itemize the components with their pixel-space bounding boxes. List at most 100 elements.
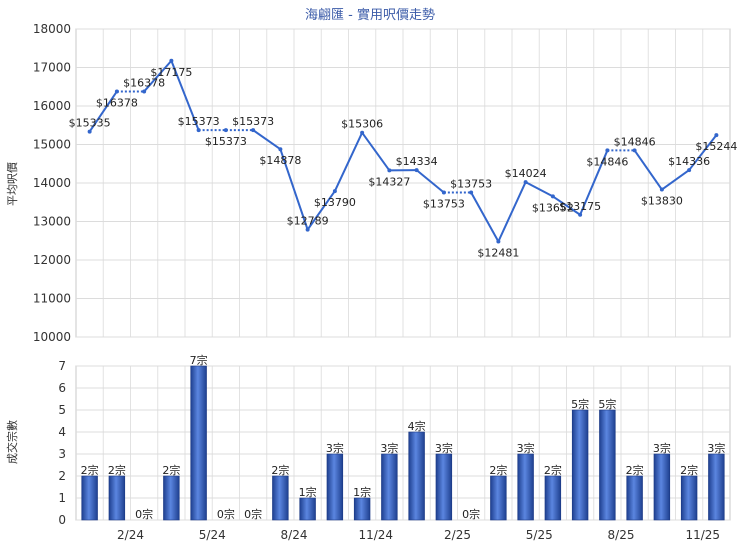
x-tick-label: 8/25 <box>608 528 635 542</box>
price-point <box>142 89 146 93</box>
volume-bar <box>327 454 343 520</box>
volume-bar-label: 2宗 <box>680 463 698 477</box>
price-point-label: $13753 <box>450 178 492 191</box>
chart-title: 海翩匯 - 實用呎價走勢 <box>305 7 435 23</box>
price-axis-label: 平均呎價 <box>5 162 19 206</box>
price-point <box>333 189 337 193</box>
price-point-label: $15373 <box>205 135 247 148</box>
price-point <box>415 168 419 172</box>
volume-bar-label: 0宗 <box>462 507 480 521</box>
volume-bar <box>708 454 724 520</box>
volume-tick-label: 4 <box>58 425 66 439</box>
price-point-label: $14024 <box>505 167 547 180</box>
volume-bar-label: 5宗 <box>598 397 616 411</box>
price-point <box>578 213 582 217</box>
volume-bar <box>599 410 615 520</box>
volume-bar-label: 2宗 <box>544 463 562 477</box>
volume-bar-label: 0宗 <box>244 507 262 521</box>
price-tick-label: 14000 <box>33 176 71 190</box>
volume-bar-label: 3宗 <box>517 441 535 455</box>
volume-bar <box>163 476 179 520</box>
volume-bar <box>381 454 397 520</box>
volume-bar-label: 2宗 <box>162 463 180 477</box>
volume-bar-label: 1宗 <box>299 485 317 499</box>
price-point-label: $15244 <box>695 140 737 153</box>
volume-tick-label: 3 <box>58 447 66 461</box>
x-tick-label: 2/25 <box>444 528 471 542</box>
volume-bar <box>300 498 316 520</box>
price-point-label: $17175 <box>150 66 192 79</box>
price-point <box>605 148 609 152</box>
price-point <box>524 180 528 184</box>
volume-bar <box>572 410 588 520</box>
price-tick-label: 12000 <box>33 253 71 267</box>
volume-bar-label: 2宗 <box>81 463 99 477</box>
price-point <box>551 194 555 198</box>
volume-bar-label: 3宗 <box>653 441 671 455</box>
x-tick-label: 5/25 <box>526 528 553 542</box>
volume-bar-label: 2宗 <box>489 463 507 477</box>
price-tick-label: 10000 <box>33 330 71 344</box>
volume-bar-label: 0宗 <box>217 507 235 521</box>
price-tick-label: 15000 <box>33 138 71 152</box>
volume-bar-label: 5宗 <box>571 397 589 411</box>
price-point <box>197 128 201 132</box>
volume-bar <box>654 454 670 520</box>
volume-bar <box>191 366 207 520</box>
price-point <box>660 188 664 192</box>
volume-bar-label: 3宗 <box>326 441 344 455</box>
price-point-label: $14846 <box>586 155 628 168</box>
price-point-label: $13753 <box>423 198 465 211</box>
volume-bar <box>82 476 98 520</box>
price-point-label: $15373 <box>232 115 274 128</box>
x-tick-label: 2/24 <box>117 528 144 542</box>
volume-tick-label: 6 <box>58 381 66 395</box>
price-point-label: $15373 <box>178 115 220 128</box>
volume-bar-label: 3宗 <box>707 441 725 455</box>
volume-bar-label: 0宗 <box>135 507 153 521</box>
price-tick-label: 11000 <box>33 292 71 306</box>
price-point-label: $14846 <box>614 135 656 148</box>
volume-bar <box>490 476 506 520</box>
price-point-label: $14878 <box>259 154 301 167</box>
price-point-label: $14327 <box>368 175 410 188</box>
price-tick-label: 17000 <box>33 61 71 75</box>
price-point <box>714 133 718 137</box>
price-point-label: $13175 <box>559 200 601 213</box>
price-point-label: $14336 <box>668 155 710 168</box>
volume-bar <box>354 498 370 520</box>
price-tick-label: 13000 <box>33 215 71 229</box>
volume-bar <box>518 454 534 520</box>
volume-bar <box>272 476 288 520</box>
price-point-label: $14334 <box>396 155 438 168</box>
volume-bar-label: 2宗 <box>626 463 644 477</box>
volume-tick-label: 7 <box>58 359 66 373</box>
volume-tick-label: 5 <box>58 403 66 417</box>
volume-axis-label: 成交宗數 <box>5 420 19 464</box>
price-point <box>387 168 391 172</box>
volume-tick-label: 1 <box>58 491 66 505</box>
price-point <box>633 148 637 152</box>
price-point <box>442 191 446 195</box>
volume-bar-label: 3宗 <box>380 441 398 455</box>
price-tick-label: 16000 <box>33 99 71 113</box>
price-point-label: $12481 <box>477 246 519 259</box>
volume-bar <box>627 476 643 520</box>
volume-tick-label: 2 <box>58 469 66 483</box>
price-point <box>169 59 173 63</box>
volume-bar-label: 3宗 <box>435 441 453 455</box>
volume-bar-label: 2宗 <box>108 463 126 477</box>
volume-tick-label: 0 <box>58 513 66 527</box>
volume-bar-label: 1宗 <box>353 485 371 499</box>
price-point <box>360 131 364 135</box>
price-point-label: $12789 <box>287 215 329 228</box>
volume-bar <box>681 476 697 520</box>
volume-bar <box>545 476 561 520</box>
price-point <box>496 239 500 243</box>
price-point-label: $16378 <box>96 96 138 109</box>
price-point <box>278 147 282 151</box>
volume-bar <box>409 432 425 520</box>
price-point-label: $13830 <box>641 195 683 208</box>
